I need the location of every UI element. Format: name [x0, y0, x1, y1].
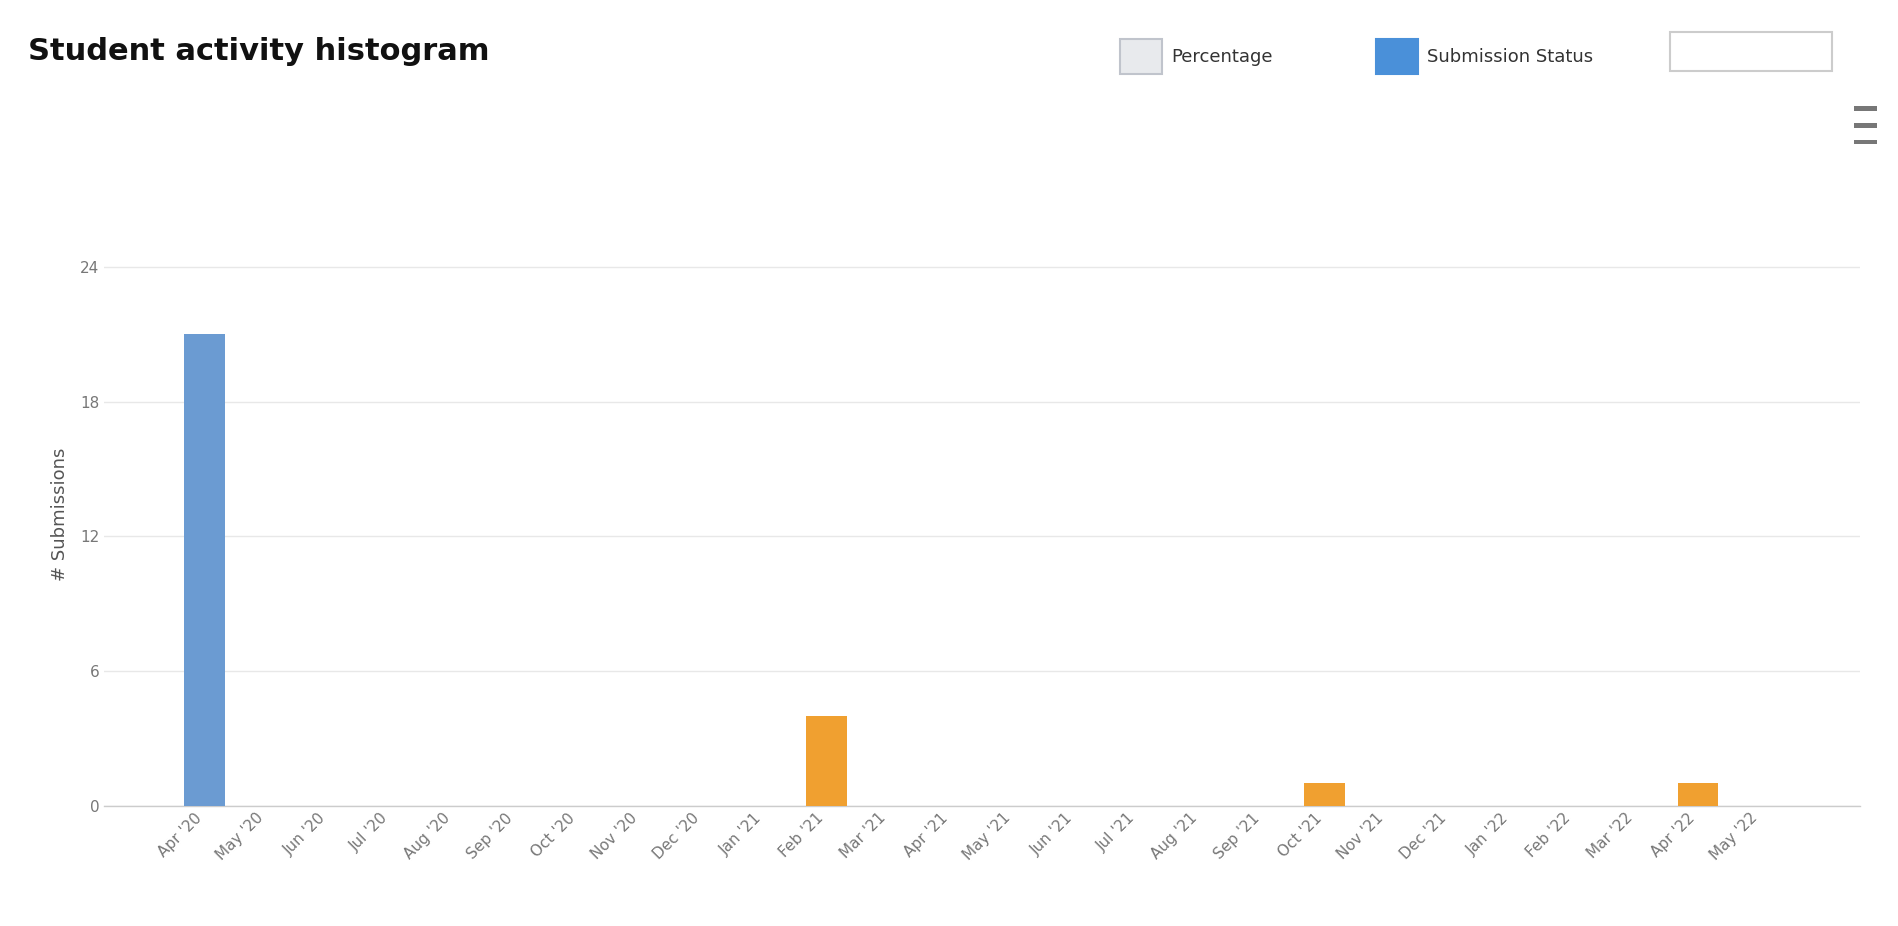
- Text: Student activity histogram: Student activity histogram: [28, 37, 490, 66]
- Text: ✓: ✓: [1391, 48, 1405, 63]
- Text: Percentage: Percentage: [1171, 48, 1272, 67]
- Bar: [1678, 783, 1718, 806]
- Y-axis label: # Submissions: # Submissions: [51, 447, 68, 581]
- Bar: [184, 334, 224, 806]
- Text: Months ⬧: Months ⬧: [1704, 43, 1797, 61]
- Bar: [807, 716, 847, 806]
- Bar: [1304, 783, 1344, 806]
- Text: Submission Status: Submission Status: [1427, 48, 1594, 67]
